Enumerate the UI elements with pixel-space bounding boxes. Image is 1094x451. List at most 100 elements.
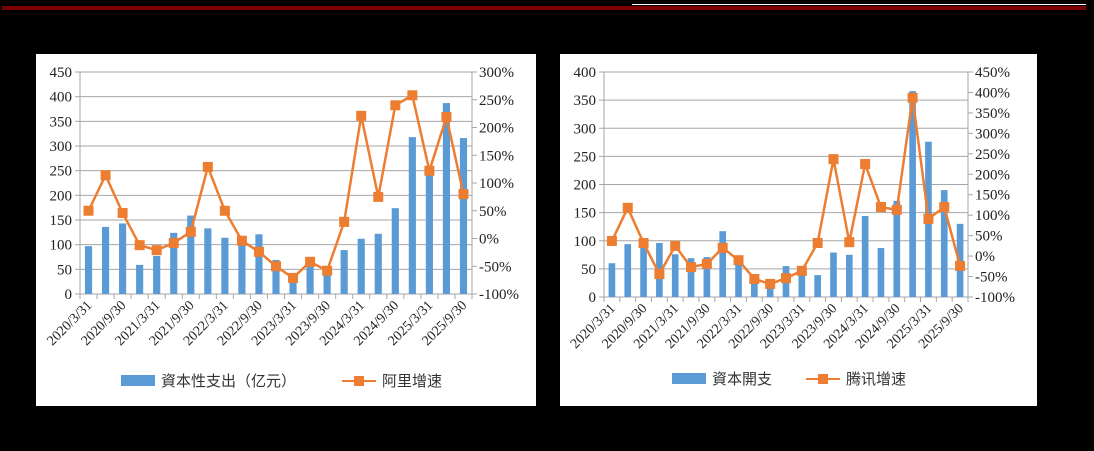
y-left-tick-label: 100	[574, 234, 597, 250]
line-marker	[202, 161, 213, 172]
tencent-legend: 資本開支 腾讯增速	[672, 368, 906, 389]
line-marker	[686, 262, 697, 273]
line-marker	[749, 274, 760, 284]
line-marker	[117, 207, 128, 218]
y-left-tick-label: 450	[50, 65, 73, 81]
alibaba-chart-canvas: 0 50 100 150 200 250 300 350 400 450 -100% -50% 0% 50…	[45, 65, 519, 349]
y-right-tick-label: 150%	[975, 188, 1010, 204]
y-right-tick-label: 0%	[975, 249, 995, 265]
line-marker	[407, 90, 418, 101]
growth-line	[610, 97, 962, 286]
bar	[187, 215, 195, 294]
line-marker	[654, 269, 665, 280]
legend-bar-label: 資本性支出（亿元）	[161, 372, 297, 390]
y-left-tick-label: 150	[574, 206, 597, 222]
y-right-tick-label: 50%	[479, 204, 507, 220]
bar	[909, 91, 916, 297]
y-right-tick-label: 50%	[975, 229, 1003, 245]
line-marker	[458, 189, 469, 200]
line-marker	[373, 191, 384, 202]
y-right-tick-label: -50%	[479, 259, 512, 275]
bar	[893, 200, 901, 297]
line-marker	[606, 235, 617, 246]
alibaba-capex-chart: 0 50 100 150 200 250 300 350 400 450 -100% -50% 0% 50…	[36, 54, 536, 406]
header-accent-bar	[2, 6, 1086, 10]
y-right-tick-label: -100%	[975, 290, 1015, 306]
y-right-tick-label: 300%	[479, 65, 514, 81]
y-left-tick-label: 250	[50, 164, 73, 180]
line-marker	[796, 265, 807, 276]
bar	[798, 273, 806, 297]
line-marker	[638, 238, 649, 248]
y-left-tick-label: 200	[574, 178, 597, 194]
y-right-tick-label: 250%	[975, 147, 1010, 163]
y-left-tick-label: 250	[574, 149, 597, 165]
bar	[861, 216, 869, 297]
y-right-tick-label: 250%	[479, 93, 514, 109]
line-marker	[322, 265, 333, 276]
y-right-tick-label: 200%	[975, 167, 1010, 183]
line-marker	[875, 202, 886, 212]
line-marker	[939, 202, 950, 212]
bar	[751, 282, 758, 297]
bar	[238, 236, 246, 294]
y-left-tick-label: 150	[50, 213, 73, 229]
bar	[408, 137, 416, 294]
bar	[221, 237, 229, 294]
line-marker	[733, 255, 744, 266]
y-left-tick-label: 50	[581, 262, 596, 278]
header-rule	[632, 4, 1086, 5]
line-marker	[236, 235, 247, 246]
line-marker	[812, 238, 823, 248]
bar	[671, 254, 679, 297]
line-marker	[288, 272, 299, 283]
line-marker	[151, 245, 162, 256]
line-marker	[424, 165, 435, 176]
y-left-tick-label: 350	[50, 114, 73, 130]
bar	[940, 190, 948, 297]
bar	[357, 238, 365, 294]
tencent-chart-canvas: 0 50 100 150 200 250 300 350 400 -100% -50% 0% 50% 10…	[568, 65, 1015, 352]
bar	[766, 286, 774, 297]
line-marker	[168, 237, 179, 248]
line-series-swatch-icon	[342, 375, 377, 387]
y-left-tick-label: 100	[50, 238, 73, 254]
line-marker	[781, 273, 791, 284]
y-right-tick-label: 150%	[479, 148, 514, 164]
bar	[814, 275, 821, 297]
bar	[877, 248, 885, 297]
bar	[119, 223, 127, 294]
bar	[272, 259, 280, 294]
bar	[391, 208, 399, 294]
bar	[425, 171, 433, 294]
line-marker	[83, 205, 94, 216]
y-right-tick-label: 350%	[975, 106, 1010, 122]
legend-bar-label: 資本開支	[712, 370, 773, 388]
line-marker	[844, 237, 855, 248]
line-marker	[185, 226, 196, 237]
line-marker	[765, 278, 776, 289]
bar	[459, 138, 468, 294]
y-left-tick-label: 300	[574, 121, 597, 137]
bar	[442, 103, 451, 294]
tencent-capex-chart: 0 50 100 150 200 250 300 350 400 -100% -50% 0% 50% 10…	[560, 54, 1037, 406]
bar	[374, 233, 382, 294]
y-left-tick-label: 400	[574, 65, 597, 81]
line-marker	[339, 216, 350, 227]
y-right-tick-label: 0%	[479, 232, 499, 248]
line-marker	[891, 204, 902, 215]
bar	[323, 272, 331, 294]
bar	[719, 231, 727, 297]
bar	[735, 263, 742, 297]
bar	[255, 234, 263, 294]
bar	[608, 263, 616, 297]
bar	[687, 258, 695, 297]
y-right-tick-label: -100%	[479, 287, 519, 303]
line-series-swatch-icon	[806, 373, 841, 385]
bar-series-swatch-icon	[672, 373, 706, 384]
line-marker	[390, 100, 401, 111]
bar	[845, 254, 853, 297]
bar	[830, 252, 837, 297]
growth-line	[87, 93, 465, 280]
line-marker	[860, 159, 871, 170]
